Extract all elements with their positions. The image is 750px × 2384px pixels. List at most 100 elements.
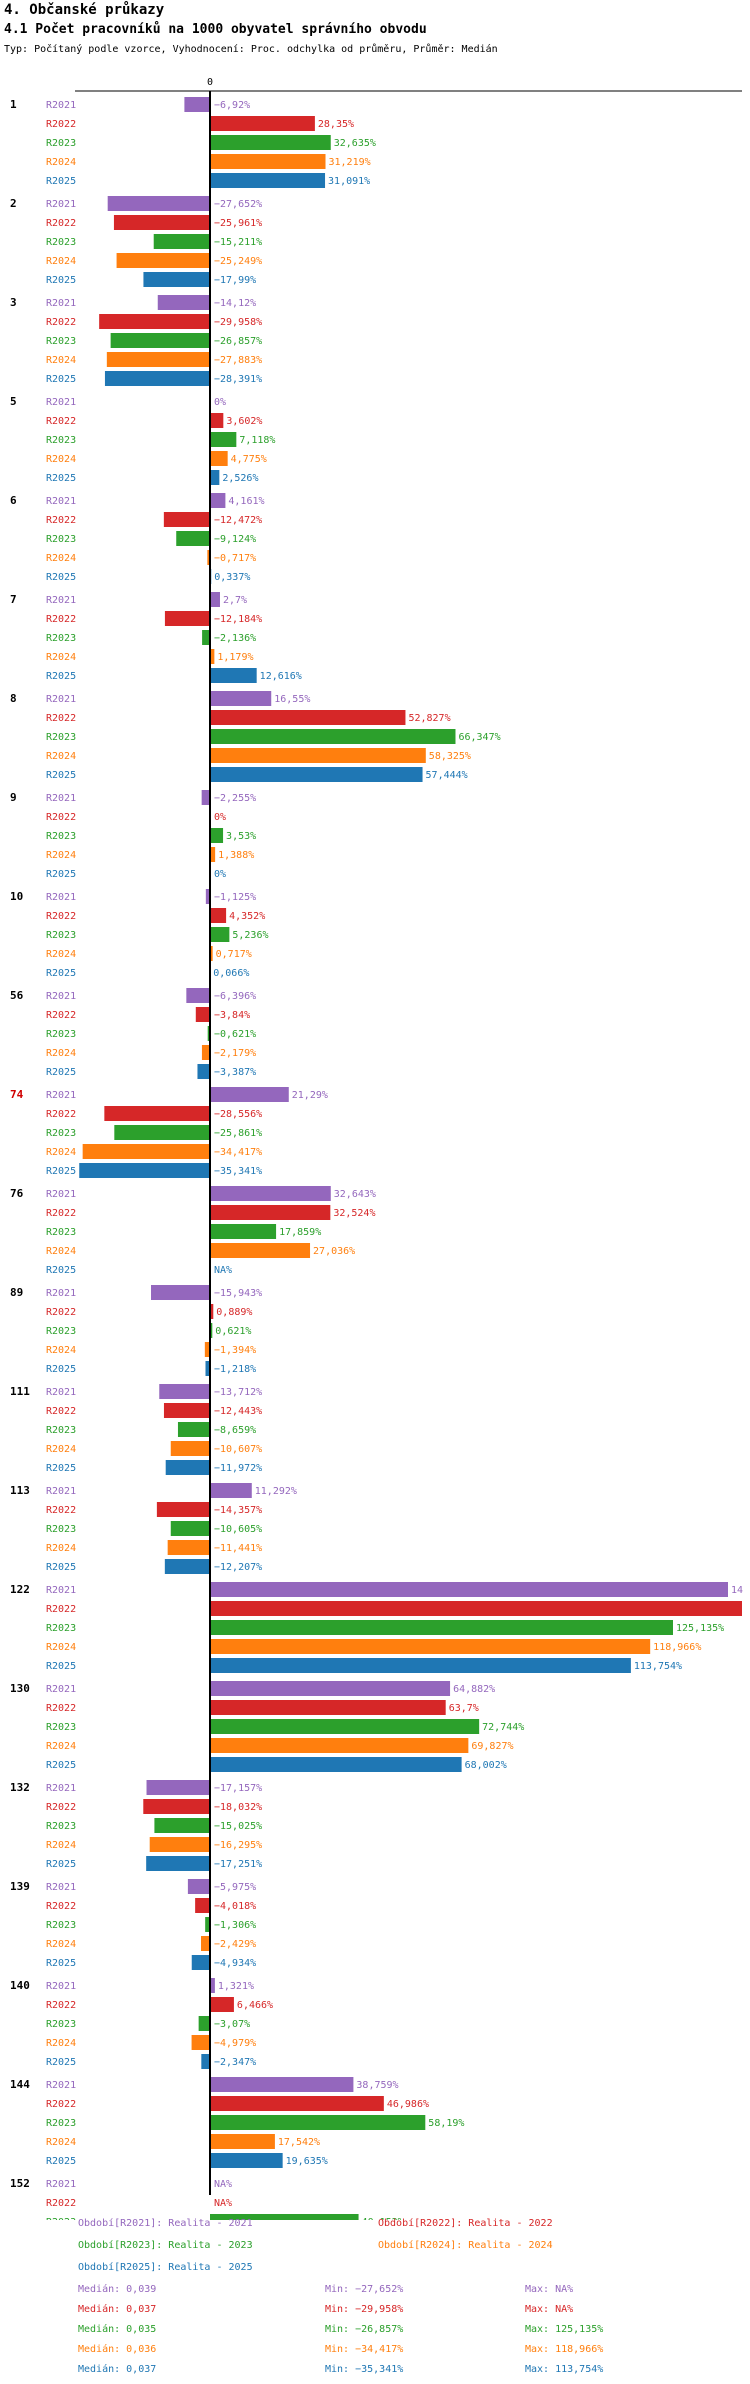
bar-5-R2022 (210, 413, 224, 428)
data-label: 21,29% (292, 1090, 328, 1101)
series-label: R2024 (46, 1147, 76, 1158)
bar-1-R2025 (210, 173, 326, 188)
data-label: 1,388% (218, 850, 254, 861)
bar-144-R2024 (210, 2134, 275, 2149)
bar-130-R2025 (210, 1757, 462, 1772)
data-label: −10,607% (214, 1444, 262, 1455)
bar-122-R2024 (210, 1639, 651, 1654)
data-label: 64,882% (453, 1684, 495, 1695)
data-label: 27,036% (313, 1246, 355, 1257)
series-label: R2025 (46, 1166, 76, 1177)
series-label: R2025 (46, 1562, 76, 1573)
series-label: R2022 (46, 2198, 76, 2209)
bar-111-R2021 (159, 1384, 210, 1399)
bar-74-R2023 (114, 1125, 210, 1140)
series-label: R2021 (46, 1882, 76, 1893)
bar-122-R2025 (210, 1658, 631, 1673)
series-label: R2025 (46, 1859, 76, 1870)
data-label: NA% (214, 2179, 232, 2190)
series-label: R2022 (46, 515, 76, 526)
bar-132-R2022 (143, 1799, 210, 1814)
data-label: 52,827% (408, 713, 450, 724)
data-label: −25,249% (214, 256, 262, 267)
bar-89-R2023 (210, 1323, 213, 1338)
data-label: −27,652% (214, 199, 262, 210)
series-label: R2024 (46, 2137, 76, 2148)
bar-132-R2021 (146, 1780, 210, 1795)
data-label: NA% (214, 2198, 232, 2209)
bar-3-R2021 (157, 295, 210, 310)
group-label-130: 130 (10, 1682, 30, 1695)
series-label: R2022 (46, 1505, 76, 1516)
data-label: 0,621% (215, 1326, 251, 1337)
series-label: R2021 (46, 1783, 76, 1794)
data-label: −3,07% (214, 2019, 250, 2030)
bar-122-R2023 (210, 1620, 673, 1635)
series-label: R2022 (46, 119, 76, 130)
data-label: −28,391% (214, 374, 262, 385)
series-label: R2021 (46, 1288, 76, 1299)
series-label: R2022 (46, 1604, 76, 1615)
series-label: R2025 (46, 1958, 76, 1969)
bar-113-R2025 (164, 1559, 210, 1574)
data-label: 0% (214, 397, 226, 408)
min-R2022: Min: −29,958% (325, 2304, 404, 2315)
bar-9-R2024 (210, 847, 216, 862)
bar-1-R2023 (210, 135, 331, 150)
data-label: 38,759% (356, 2080, 398, 2091)
data-label: 72,744% (482, 1722, 524, 1733)
series-label: R2025 (46, 1265, 76, 1276)
bar-140-R2025 (201, 2054, 210, 2069)
series-label: R2023 (46, 2019, 76, 2030)
bar-130-R2021 (210, 1681, 451, 1696)
data-label: 32,635% (334, 138, 376, 149)
series-label: R2022 (46, 1010, 76, 1021)
data-label: 1,321% (218, 1981, 254, 1992)
data-label: 0,337% (214, 572, 250, 583)
series-label: R2024 (46, 1543, 76, 1554)
series-label: R2022 (46, 812, 76, 823)
series-label: R2022 (46, 416, 76, 427)
data-label: −29,958% (214, 317, 262, 328)
legend-entry-R2023: Období[R2023]: Realita - 2023 (78, 2240, 253, 2251)
group-label-152: 152 (10, 2177, 30, 2190)
group-label-10: 10 (10, 890, 23, 903)
bar-2-R2023 (153, 234, 210, 249)
data-label: −4,934% (214, 1958, 256, 1969)
bar-130-R2024 (210, 1738, 469, 1753)
series-label: R2023 (46, 1524, 76, 1535)
bar-56-R2024 (201, 1045, 210, 1060)
bar-10-R2022 (210, 908, 227, 923)
data-label: −26,857% (214, 336, 262, 347)
data-label: 11,292% (255, 1486, 297, 1497)
series-label: R2022 (46, 614, 76, 625)
series-label: R2025 (46, 374, 76, 385)
series-label: R2022 (46, 1307, 76, 1318)
series-label: R2023 (46, 633, 76, 644)
series-label: R2021 (46, 793, 76, 804)
bar-130-R2022 (210, 1700, 446, 1715)
series-label: R2021 (46, 1981, 76, 1992)
series-label: R2021 (46, 1189, 76, 1200)
bar-56-R2025 (197, 1064, 210, 1079)
data-label: 4,161% (228, 496, 264, 507)
series-label: R2022 (46, 218, 76, 229)
data-label: 31,219% (329, 157, 371, 168)
bar-9-R2021 (201, 790, 210, 805)
chart-subtitle: 4.1 Počet pracovníků na 1000 obyvatel sp… (4, 22, 427, 37)
median-R2025: Medián: 0,037 (78, 2364, 157, 2375)
series-label: R2021 (46, 595, 76, 606)
series-label: R2024 (46, 652, 76, 663)
bar-10-R2023 (210, 927, 230, 942)
group-label-113: 113 (10, 1484, 30, 1497)
min-R2023: Min: −26,857% (325, 2324, 404, 2335)
bar-139-R2025 (191, 1955, 210, 1970)
data-label: 32,643% (334, 1189, 376, 1200)
series-label: R2022 (46, 1109, 76, 1120)
bar-111-R2023 (177, 1422, 210, 1437)
bar-7-R2021 (210, 592, 220, 607)
series-label: R2024 (46, 1642, 76, 1653)
data-label: 4,775% (231, 454, 267, 465)
bar-3-R2023 (110, 333, 210, 348)
series-label: R2023 (46, 831, 76, 842)
